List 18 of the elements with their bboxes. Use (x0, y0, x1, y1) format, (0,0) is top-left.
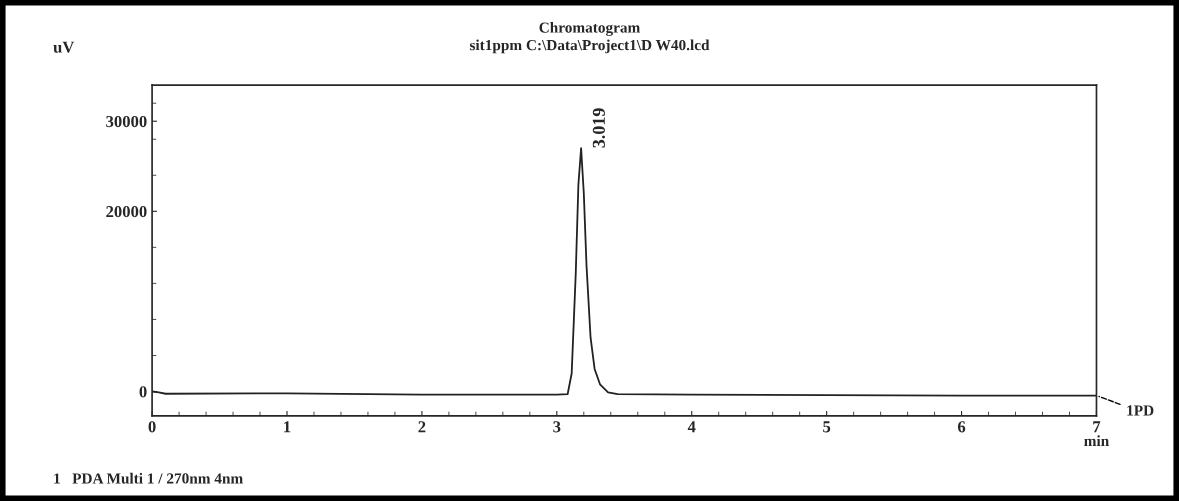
x-tick-label: 0 (148, 421, 156, 433)
chart-subtitle: sit1ppm C:\Data\Project1\D W40.lcd (469, 39, 710, 54)
y-tick-label: 30000 (106, 115, 147, 128)
x-tick-label: 1 (284, 421, 291, 433)
annotation: 1PD (1127, 405, 1154, 416)
y-tick-label: 0 (139, 386, 147, 398)
x-axis-title: min (1084, 435, 1109, 446)
x-tick-label: 5 (823, 421, 831, 433)
y-tick-label: 20000 (106, 206, 147, 218)
x-tick-label: 2 (418, 421, 426, 433)
x-tick-label: 7 (1093, 421, 1101, 433)
chart-title: Chromatogram (539, 21, 641, 36)
x-tick-label: 6 (957, 421, 966, 433)
text: 1 PDA Multi 1 / 270nm 4nm (54, 472, 243, 484)
annotation: 3.019 (592, 108, 606, 148)
x-tick-label: 3 (553, 421, 561, 433)
x-tick-label: 4 (687, 421, 696, 433)
y-axis-title: uV (53, 41, 75, 53)
